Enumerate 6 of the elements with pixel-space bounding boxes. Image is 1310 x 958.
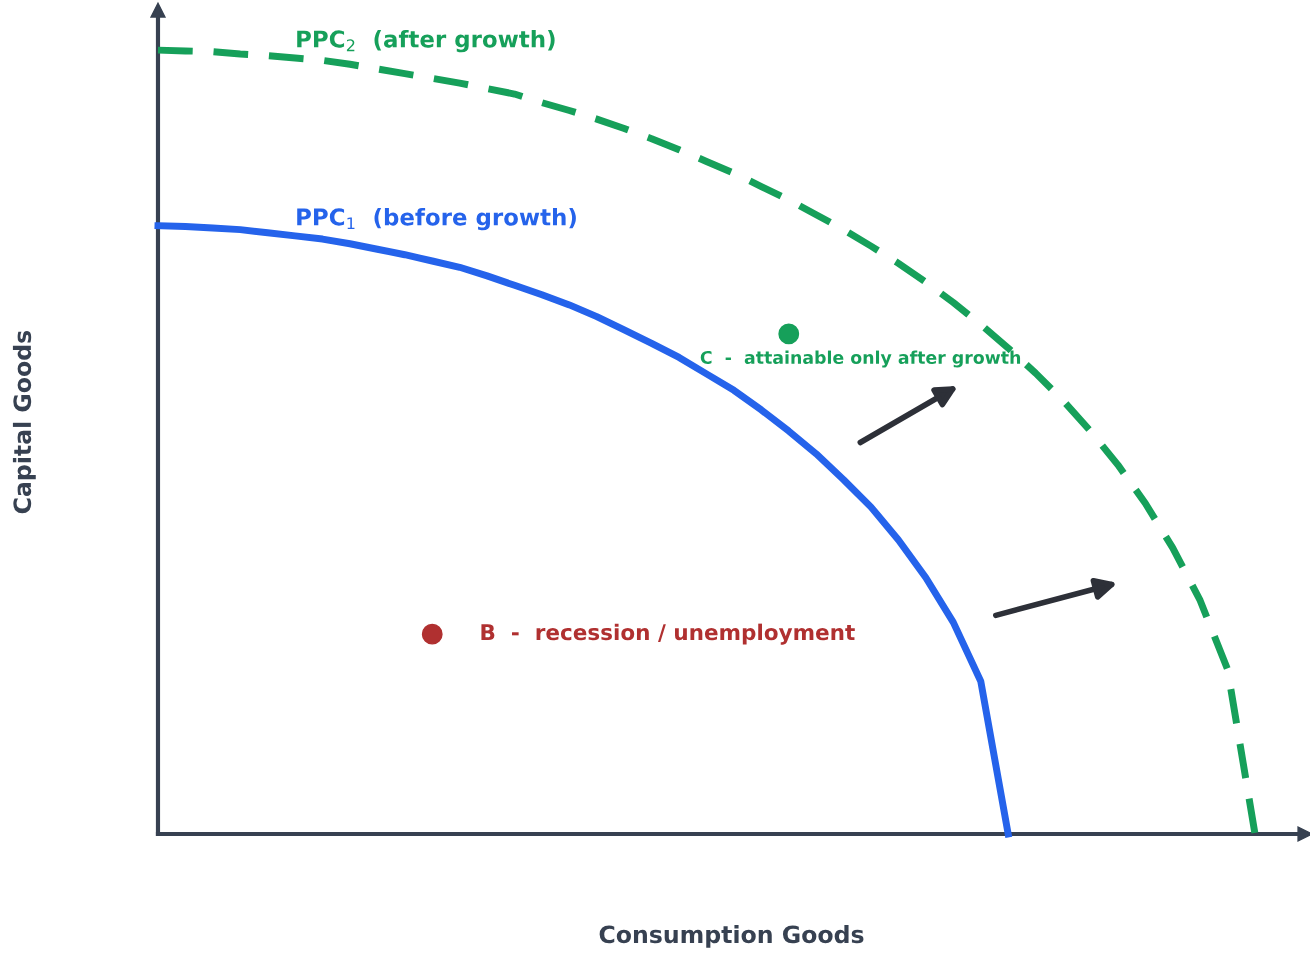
text: PPC$_{2}$ (after growth) [297,29,555,53]
text: PPC$_{1}$ (before growth) [297,207,576,231]
series-label: B - recession / unemployment [481,623,855,645]
y-axis-title: Capital Goods [12,330,36,514]
text: C - attainable only after growth [700,350,1021,368]
x-axis-title: Consumption Goods [599,925,864,948]
